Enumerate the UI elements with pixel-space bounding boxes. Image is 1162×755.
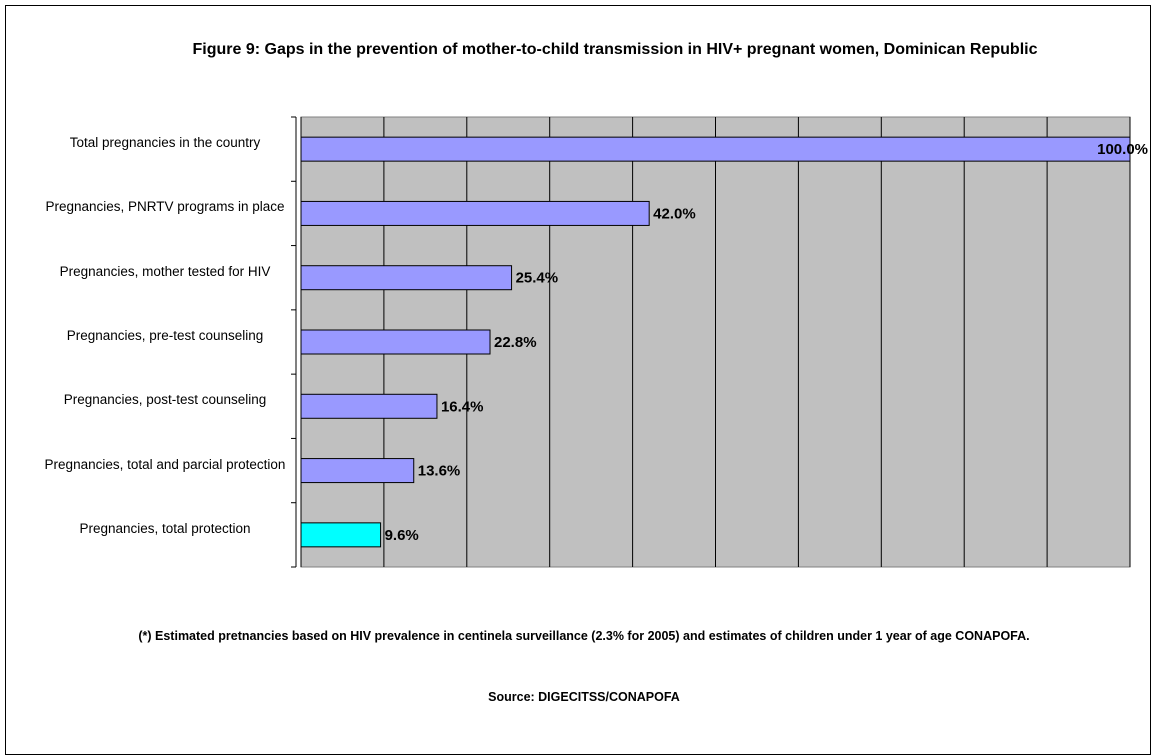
value-label: 42.0% xyxy=(653,205,696,222)
value-label: 16.4% xyxy=(441,398,484,415)
bar xyxy=(300,522,382,548)
y-tick-label: Pregnancies, pre-test counseling xyxy=(66,328,264,343)
footnote: (*) Estimated pretnancies based on HIV p… xyxy=(138,629,1030,643)
y-tick-label: Total pregnancies in the country xyxy=(69,135,261,151)
y-tick-label: Pregnancies, total and parcial protectio… xyxy=(44,456,286,472)
value-label: 9.6% xyxy=(385,527,419,544)
chart-title: Figure 9: Gaps in the prevention of moth… xyxy=(192,41,1038,58)
value-label: 100.0% xyxy=(1097,141,1148,158)
bar xyxy=(300,458,415,484)
y-tick-label: Pregnancies, PNRTV programs in place xyxy=(45,199,285,215)
bar xyxy=(300,393,438,419)
value-label: 25.4% xyxy=(516,270,559,287)
value-label: 13.6% xyxy=(418,463,461,480)
bar xyxy=(300,265,513,291)
bar xyxy=(300,136,1131,162)
y-tick-label: Pregnancies, post-test counseling xyxy=(63,392,267,408)
value-label: 22.8% xyxy=(494,334,537,351)
y-tick-label: Pregnancies, total protection xyxy=(79,520,251,536)
bar xyxy=(300,200,650,226)
y-tick-label: Pregnancies, mother tested for HIV xyxy=(59,263,271,279)
source: Source: DIGECITSS/CONAPOFA xyxy=(488,690,680,704)
bar xyxy=(300,329,491,355)
